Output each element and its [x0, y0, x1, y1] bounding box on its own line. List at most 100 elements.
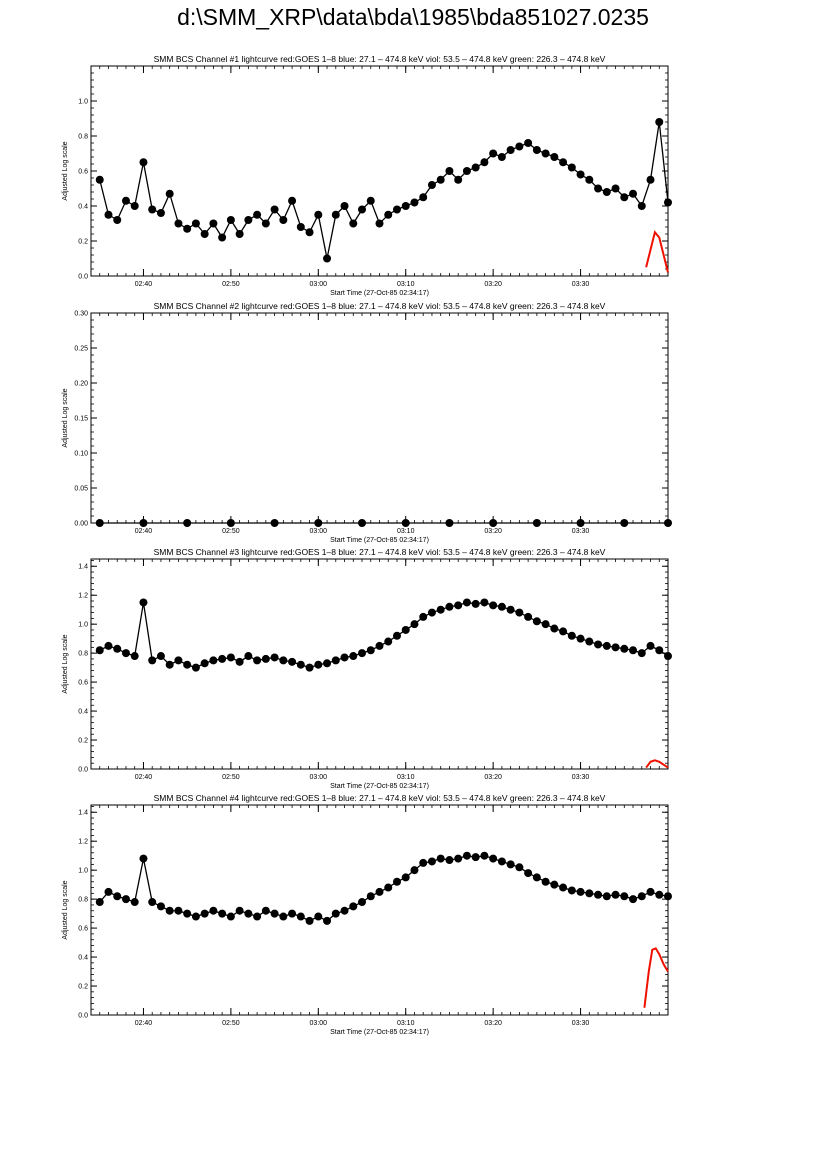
bcs-data-point [515, 608, 524, 617]
bcs-data-point [436, 605, 445, 614]
x-tick-label: 02:50 [222, 281, 240, 288]
bcs-data-point [218, 233, 227, 242]
bcs-data-point [471, 853, 480, 862]
bcs-data-point [620, 892, 629, 901]
bcs-data-point [637, 892, 646, 901]
bcs-data-point [130, 202, 139, 210]
bcs-data-point [419, 612, 428, 621]
bcs-data-point [445, 602, 454, 611]
x-tick-label: 03:00 [310, 528, 328, 535]
bcs-data-point [366, 646, 375, 655]
bcs-data-point [445, 856, 454, 865]
bcs-data-point [288, 909, 297, 918]
bcs-data-point [270, 519, 279, 527]
y-tick-label: 1.2 [78, 593, 88, 600]
bcs-data-point [664, 892, 672, 901]
x-tick-label: 02:50 [222, 774, 240, 781]
bcs-data-point [567, 631, 576, 640]
bcs-data-point [375, 219, 384, 228]
bcs-data-point [462, 851, 471, 860]
bcs-data-point [567, 886, 576, 895]
bcs-data-point [436, 175, 445, 184]
bcs-data-point [664, 198, 672, 207]
y-tick-label: 1.0 [78, 868, 88, 875]
x-tick-label: 03:20 [484, 1020, 502, 1027]
bcs-data-point [541, 877, 550, 886]
bcs-data-point [314, 660, 323, 669]
bcs-data-point [174, 906, 183, 915]
bcs-data-point [156, 652, 165, 661]
chart-title: SMM BCS Channel #1 lightcurve red:GOES 1… [154, 54, 606, 64]
x-tick-label: 03:30 [572, 281, 590, 288]
bcs-data-point [358, 898, 367, 907]
bcs-data-point [541, 620, 550, 629]
y-tick-label: 0.2 [78, 738, 88, 745]
bcs-data-point [279, 656, 288, 665]
y-tick-label: 0.8 [78, 651, 88, 658]
bcs-data-point [497, 857, 506, 866]
bcs-data-point [261, 219, 270, 228]
x-tick-label: 02:40 [135, 774, 153, 781]
bcs-data-point [323, 659, 332, 668]
bcs-data-point [559, 158, 568, 167]
y-tick-label: 0.6 [78, 926, 88, 933]
bcs-data-point [576, 887, 585, 896]
bcs-data-point [165, 906, 174, 915]
bcs-data-point [349, 902, 358, 911]
bcs-data-point [113, 644, 122, 653]
bcs-data-point [585, 889, 594, 898]
bcs-data-point [235, 657, 244, 666]
bcs-data-point [401, 625, 410, 634]
y-tick-label: 1.0 [78, 99, 88, 106]
bcs-data-point [305, 228, 314, 237]
bcs-data-point [148, 898, 157, 907]
bcs-data-point [314, 912, 323, 921]
bcs-data-point [629, 895, 638, 904]
y-tick-label: 0.4 [78, 204, 88, 211]
bcs-data-point [139, 158, 148, 167]
bcs-data-point [314, 519, 323, 527]
bcs-data-point [419, 193, 428, 202]
bcs-data-point [611, 643, 620, 652]
goes-series-line [645, 230, 669, 273]
bcs-data-point [253, 210, 262, 219]
bcs-data-point [165, 660, 174, 669]
bcs-data-point [375, 887, 384, 896]
bcs-data-point [209, 906, 218, 915]
y-tick-label: 0.30 [74, 311, 88, 318]
bcs-data-point [253, 656, 262, 665]
page-title: d:\SMM_XRP\data\bda\1985\bda851027.0235 [177, 4, 649, 30]
bcs-data-point [602, 892, 611, 901]
bcs-data-point [331, 210, 340, 219]
y-tick-label: 1.2 [78, 839, 88, 846]
bcs-data-point [489, 519, 498, 527]
bcs-data-point [156, 902, 165, 911]
bcs-data-point [183, 519, 192, 527]
bcs-data-point [655, 646, 664, 655]
bcs-data-point [401, 873, 410, 882]
bcs-data-point [261, 906, 270, 915]
bcs-data-point [139, 854, 148, 863]
bcs-series-line [99, 601, 669, 669]
bcs-data-point [480, 158, 489, 167]
bcs-data-point [410, 620, 419, 629]
bcs-data-point [585, 637, 594, 646]
bcs-data-point [331, 909, 340, 918]
bcs-data-point [620, 193, 629, 202]
bcs-data-point [358, 519, 367, 527]
bcs-data-point [340, 653, 349, 662]
bcs-data-point [113, 216, 122, 224]
bcs-data-point [375, 641, 384, 650]
bcs-data-point [296, 223, 305, 231]
x-tick-label: 03:30 [572, 1020, 590, 1027]
bcs-data-point [506, 860, 515, 869]
bcs-data-point [401, 202, 410, 210]
bcs-data-point [349, 652, 358, 661]
x-tick-label: 03:10 [397, 528, 415, 535]
bcs-data-point [427, 608, 436, 617]
bcs-data-point [620, 644, 629, 653]
bcs-data-point [305, 916, 314, 925]
bcs-data-point [323, 254, 332, 263]
bcs-data-point [611, 184, 620, 193]
bcs-data-point [515, 142, 524, 151]
